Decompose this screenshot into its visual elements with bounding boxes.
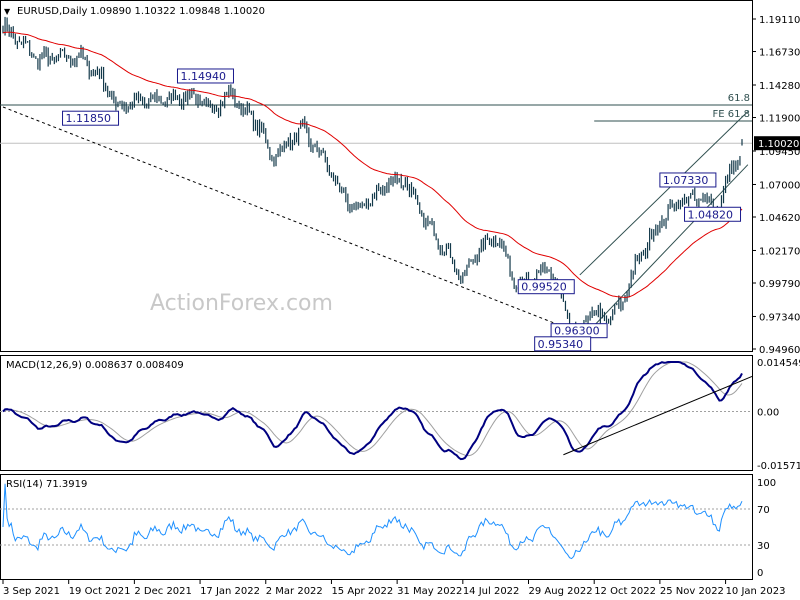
rsi-axis-label: 0 — [757, 568, 763, 579]
price-axis-label: 1.16730 — [759, 48, 800, 59]
current-price-marker — [754, 136, 800, 151]
price-axis-label: 1.07000 — [759, 180, 800, 191]
price-label: 0.96300 — [550, 323, 608, 339]
macd-plot — [0, 361, 753, 461]
chart-header: ▼ EURUSD,Daily 1.09890 1.10322 1.09848 1… — [4, 6, 265, 17]
fib-level-label: 61.8 — [728, 93, 750, 104]
price-label-text: 0.96300 — [554, 325, 600, 338]
macd-axis-label: 0.014549 — [757, 358, 800, 369]
price-label-box — [517, 279, 575, 295]
rsi-plot — [0, 483, 752, 560]
macd-line — [2, 361, 743, 461]
price-label: 1.11850 — [62, 110, 120, 126]
time-axis-label: 12 Oct 2022 — [594, 586, 656, 597]
rsi-axis-label: 70 — [757, 505, 770, 516]
price-label: 1.04820 — [684, 206, 742, 222]
price-label-box — [62, 110, 120, 126]
dashed-trendline — [2, 106, 574, 332]
price-axis-label: 1.14280 — [759, 81, 800, 92]
price-label: 1.07330 — [659, 172, 717, 188]
price-axis-label: 1.11900 — [759, 114, 800, 125]
channel-line — [589, 164, 749, 331]
price-axis-label: 0.94960 — [759, 345, 800, 356]
channel-line — [579, 111, 749, 276]
macd-trendline — [563, 376, 753, 456]
current-price-label: 1.10020 — [758, 139, 799, 150]
price-label-text: 0.99520 — [521, 281, 567, 294]
price-axis-label: 1.02170 — [759, 246, 800, 257]
price-label-text: 0.95340 — [538, 338, 584, 351]
macd-axis-label: -0.015712 — [757, 461, 800, 472]
price-label-text: 1.07330 — [663, 174, 709, 187]
price-plot: 61.8 FE 61.8 1.14940 1.11850 1.07330 1.04820 0… — [0, 16, 752, 352]
time-axis-label: 17 Jan 2022 — [200, 586, 260, 597]
time-axis-label: 2 Mar 2022 — [266, 586, 323, 597]
time-axis-label: 2 Dec 2021 — [134, 586, 192, 597]
price-axis-label: 0.99790 — [759, 279, 800, 290]
price-label-text: 1.14940 — [180, 70, 226, 83]
price-label: 0.99520 — [517, 279, 575, 295]
price-label-box — [534, 336, 592, 352]
panel-frames — [0, 0, 753, 580]
fib-level-label: FE 61.8 — [712, 109, 750, 120]
macd-signal-line — [2, 361, 743, 457]
collapse-triangle-icon[interactable]: ▼ — [4, 7, 11, 16]
price-label-box — [176, 68, 234, 84]
macd-axis-label: 0.00 — [757, 408, 779, 419]
rsi-axis-label: 30 — [757, 541, 770, 552]
price-panel — [0, 0, 753, 352]
watermark: ActionForex.com — [150, 291, 333, 316]
rsi-axis-label: 100 — [757, 478, 776, 489]
time-axis-label: 10 Jan 2023 — [726, 586, 786, 597]
macd-label: MACD(12,26,9) 0.008637 0.008409 — [6, 360, 184, 371]
price-axis-label: 0.97340 — [759, 312, 800, 323]
axes: 1.19110 1.16730 1.14280 1.11900 1.09450 1.070… — [2, 15, 800, 597]
price-axis-label: 1.09450 — [759, 147, 800, 158]
time-axis-label: 29 Aug 2022 — [529, 586, 593, 597]
price-label-box — [659, 172, 717, 188]
price-label: 0.95340 — [534, 336, 592, 352]
time-axis-label: 3 Sep 2021 — [3, 586, 60, 597]
price-axis-label: 1.19110 — [759, 15, 800, 26]
price-label-box — [684, 206, 742, 222]
price-axis-label: 1.04620 — [759, 213, 800, 224]
macd-panel — [0, 355, 753, 471]
price-label-text: 1.11850 — [66, 112, 112, 125]
time-axis-label: 19 Oct 2021 — [69, 586, 131, 597]
rsi-line — [2, 483, 743, 560]
time-axis-label: 31 May 2022 — [397, 586, 462, 597]
price-label: 1.14940 — [176, 68, 234, 84]
symbol-label: EURUSD,Daily — [17, 6, 88, 17]
rsi-label: RSI(14) 71.3919 — [6, 479, 87, 490]
time-axis-label: 15 Apr 2022 — [331, 586, 393, 597]
price-label-text: 1.04820 — [688, 208, 734, 221]
time-axis-label: 25 Nov 2022 — [660, 586, 724, 597]
ohlc-label: 1.09890 1.10322 1.09848 1.10020 — [90, 6, 265, 17]
moving-average-line — [2, 31, 743, 298]
rsi-panel — [0, 474, 753, 580]
time-axis-label: 14 Jul 2022 — [463, 586, 520, 597]
